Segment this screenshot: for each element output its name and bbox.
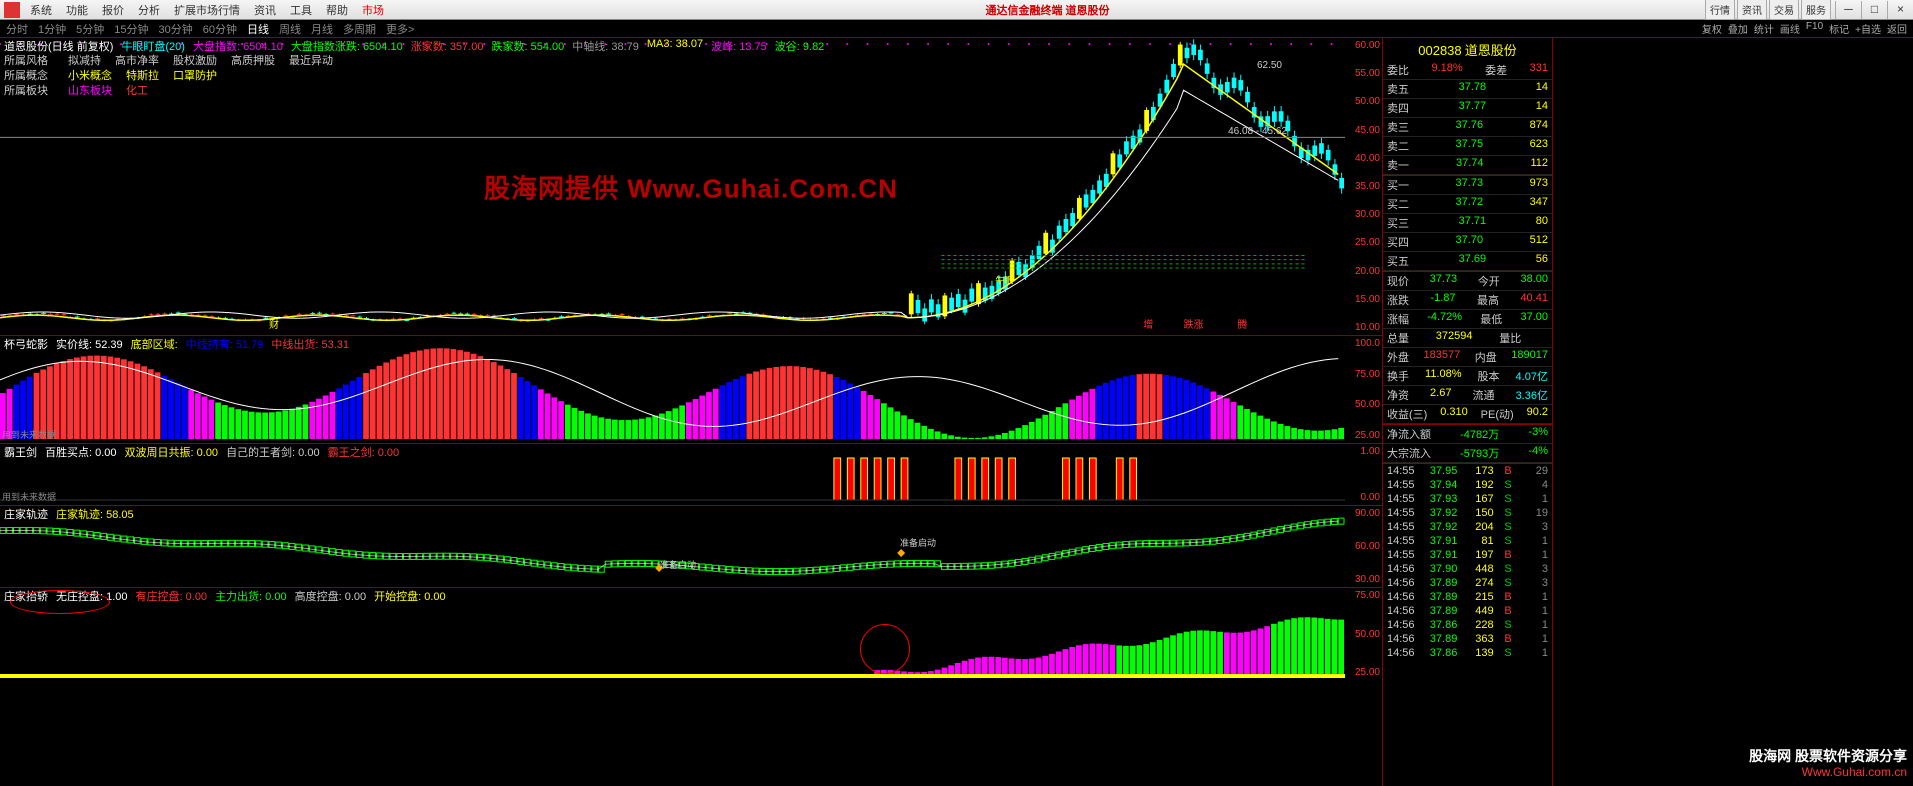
menu-工具[interactable]: 工具 xyxy=(284,0,318,20)
menu-系统[interactable]: 系统 xyxy=(24,0,58,20)
menu-功能[interactable]: 功能 xyxy=(60,0,94,20)
guhai-footer-logo: 股海网 股票软件资源分享 Www.Guhai.com.cn xyxy=(1749,748,1907,780)
tool-标记[interactable]: 标记 xyxy=(1829,21,1849,36)
stock-stats: 现价37.73今开38.00涨跌-1.87最高40.41涨幅-4.72%最低37… xyxy=(1383,272,1552,424)
svg-text:跌涨: 跌涨 xyxy=(1184,318,1204,331)
ask-levels: 卖五37.7814卖四37.7714卖三37.76874卖二37.75623卖一… xyxy=(1383,80,1552,175)
peak-price-label: 62.50 xyxy=(1257,60,1282,71)
indicator-panel-5[interactable]: 庄家抬轿无庄控盘: 1.00有庄控盘: 0.00主力出货: 0.00高度控盘: … xyxy=(0,588,1382,680)
close-button[interactable]: × xyxy=(1887,1,1913,19)
svg-text:牛眼: 牛眼 xyxy=(995,275,1013,286)
stock-code-header: 002838 道恩股份 xyxy=(1383,38,1552,61)
header-btn-资讯[interactable]: 资讯 xyxy=(1737,0,1767,20)
main-yaxis: 60.0055.0050.0045.0040.0035.0030.0025.00… xyxy=(1342,38,1380,335)
quote-sidebar: 002838 道恩股份 委比 9.18% 委差 331 卖五37.7814卖四3… xyxy=(1383,38,1553,786)
tf-60分钟[interactable]: 60分钟 xyxy=(203,21,237,37)
menu-资讯[interactable]: 资讯 xyxy=(248,0,282,20)
panel5-yaxis: 75.0050.0025.00 xyxy=(1342,588,1380,680)
header-btn-交易[interactable]: 交易 xyxy=(1769,0,1799,20)
tool-返回[interactable]: 返回 xyxy=(1887,21,1907,36)
tf-分时[interactable]: 分时 xyxy=(6,21,28,37)
stock-name: 道恩股份 xyxy=(1465,43,1517,58)
header-buttons: 行情资讯交易服务 xyxy=(1705,0,1831,20)
svg-text:增: 增 xyxy=(1143,318,1153,331)
header-btn-服务[interactable]: 服务 xyxy=(1801,0,1831,20)
panel2-yaxis: 100.075.0050.0025.00 xyxy=(1342,336,1380,443)
panel4-yaxis: 90.0060.0030.00 xyxy=(1342,506,1380,587)
tf-更多>[interactable]: 更多> xyxy=(386,21,414,37)
bid-levels: 买一37.73973买二37.72347买三37.7180买四37.70512买… xyxy=(1383,176,1552,271)
tool-统计[interactable]: 统计 xyxy=(1754,21,1774,36)
menu-market[interactable]: 市场 xyxy=(356,0,390,20)
panel2-chart xyxy=(0,336,1345,444)
tf-月线[interactable]: 月线 xyxy=(311,21,333,37)
highlight-circle-1 xyxy=(10,590,110,614)
panel2-header: 杯弓蛇影实价线: 52.39底部区域: 中线持有: 51.79中线出货: 53.… xyxy=(4,336,349,352)
tick-list: 14:5537.95173B2914:5537.94192S414:5537.9… xyxy=(1383,464,1552,660)
app-logo xyxy=(4,2,20,18)
indicator-panel-2[interactable]: 杯弓蛇影实价线: 52.39底部区域: 中线持有: 51.79中线出货: 53.… xyxy=(0,336,1382,444)
highlight-circle-2 xyxy=(860,624,910,674)
stock-attributes: 所属风格拟减持高市净率股权激励高质押股最近异动所属概念小米概念特斯拉口罩防护所属… xyxy=(4,54,333,99)
menu-分析[interactable]: 分析 xyxy=(132,0,166,20)
tf-30分钟[interactable]: 30分钟 xyxy=(159,21,193,37)
tool-画线[interactable]: 画线 xyxy=(1780,21,1800,36)
tf-1分钟[interactable]: 1分钟 xyxy=(38,21,66,37)
tool-+自选[interactable]: +自选 xyxy=(1855,21,1881,36)
menu-报价[interactable]: 报价 xyxy=(96,0,130,20)
indicator-panel-4[interactable]: 庄家轨迹庄家轨迹: 58.05 90.0060.0030.00 准备启动 准备启… xyxy=(0,506,1382,588)
main-chart-header: 道恩股份(日线 前复权)牛眼盯盘(20)大盘指数: 6504.10大盘指数涨跌:… xyxy=(4,38,824,54)
panel4-chart xyxy=(0,506,1345,588)
svg-text:腾: 腾 xyxy=(1237,318,1247,331)
weibi-row: 委比 9.18% 委差 331 xyxy=(1383,61,1552,80)
minimize-button[interactable]: ─ xyxy=(1835,1,1861,19)
main-menu: 系统功能报价分析扩展市场行情资讯工具帮助市场 xyxy=(24,0,390,20)
tool-F10[interactable]: F10 xyxy=(1806,21,1823,36)
price-line-label: 46.08 - 45.62 xyxy=(1228,126,1287,137)
tf-5分钟[interactable]: 5分钟 xyxy=(76,21,104,37)
window-controls: ─ □ × xyxy=(1835,1,1913,19)
menu-帮助[interactable]: 帮助 xyxy=(320,0,354,20)
panel3-header: 霸王剑百胜买点: 0.00双波周日共振: 0.00自己的王者剑: 0.00霸王之… xyxy=(4,444,399,460)
tf-多周期[interactable]: 多周期 xyxy=(343,21,376,37)
timeframe-toolbar: 分时 1分钟 5分钟 15分钟 30分钟 60分钟日线周线月线多周期更多> 复权叠加统计画线… xyxy=(0,20,1913,38)
tool-叠加[interactable]: 叠加 xyxy=(1728,21,1748,36)
label-prepare-1: 准备启动 xyxy=(660,558,696,571)
svg-text:财: 财 xyxy=(269,318,279,331)
fund-flows: 净流入额-4782万-3%大宗流入-5793万-4% xyxy=(1383,425,1552,463)
tool-复权[interactable]: 复权 xyxy=(1702,21,1722,36)
stock-code: 002838 xyxy=(1418,43,1461,58)
titlebar: 系统功能报价分析扩展市场行情资讯工具帮助市场 通达信金融终端 道恩股份 行情资讯… xyxy=(0,0,1913,20)
window-title: 通达信金融终端 道恩股份 xyxy=(390,2,1705,18)
panel3-yaxis: 1.000.00 xyxy=(1342,444,1380,505)
indicator-panel-3[interactable]: 霸王剑百胜买点: 0.00双波周日共振: 0.00自己的王者剑: 0.00霸王之… xyxy=(0,444,1382,506)
panel4-header: 庄家轨迹庄家轨迹: 58.05 xyxy=(4,506,134,522)
label-prepare-2: 准备启动 xyxy=(900,536,936,549)
header-btn-行情[interactable]: 行情 xyxy=(1705,0,1735,20)
tf-15分钟[interactable]: 15分钟 xyxy=(114,21,148,37)
maximize-button[interactable]: □ xyxy=(1861,1,1887,19)
charts-area: 道恩股份(日线 前复权)牛眼盯盘(20)大盘指数: 6504.10大盘指数涨跌:… xyxy=(0,38,1383,786)
main-chart-panel[interactable]: 道恩股份(日线 前复权)牛眼盯盘(20)大盘指数: 6504.10大盘指数涨跌:… xyxy=(0,38,1382,336)
tf-周线[interactable]: 周线 xyxy=(279,21,301,37)
tf-active[interactable]: 日线 xyxy=(247,21,269,37)
menu-扩展市场行情[interactable]: 扩展市场行情 xyxy=(168,0,246,20)
